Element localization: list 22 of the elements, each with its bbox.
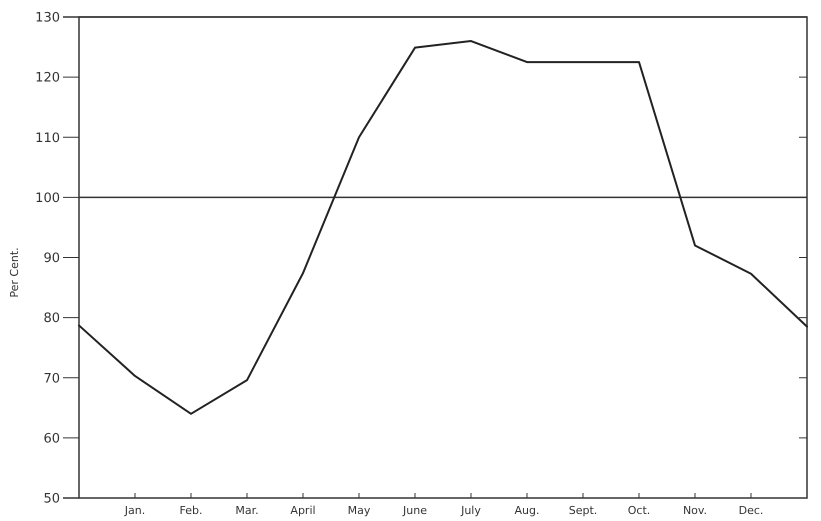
y-tick-label: 70 — [43, 371, 60, 386]
x-tick-label: April — [290, 504, 316, 517]
x-tick-label: Oct. — [628, 504, 650, 517]
y-tick-label: 100 — [35, 190, 60, 206]
y-tick-label: 130 — [35, 10, 60, 26]
x-tick-label: Sept. — [568, 504, 598, 517]
x-tick-label: Jan. — [124, 504, 146, 517]
y-tick-label: 50 — [43, 492, 60, 507]
y-axis-title: Per Cent. — [8, 247, 21, 298]
y-tick-label: 80 — [43, 311, 60, 326]
y-tick-label: 60 — [43, 431, 60, 446]
x-tick-label: June — [402, 504, 428, 517]
y-tick-label: 90 — [43, 251, 60, 266]
x-tick-label: July — [460, 504, 482, 517]
x-tick-label: May — [348, 504, 371, 517]
x-tick-label: Feb. — [180, 504, 202, 517]
x-tick-label: Mar. — [235, 504, 259, 517]
x-tick-label: Nov. — [682, 504, 708, 517]
y-tick-label: 120 — [35, 70, 60, 86]
x-tick-label: Dec. — [738, 504, 764, 517]
x-tick-label: Aug. — [514, 504, 540, 517]
y-tick-label: 110 — [35, 130, 60, 146]
